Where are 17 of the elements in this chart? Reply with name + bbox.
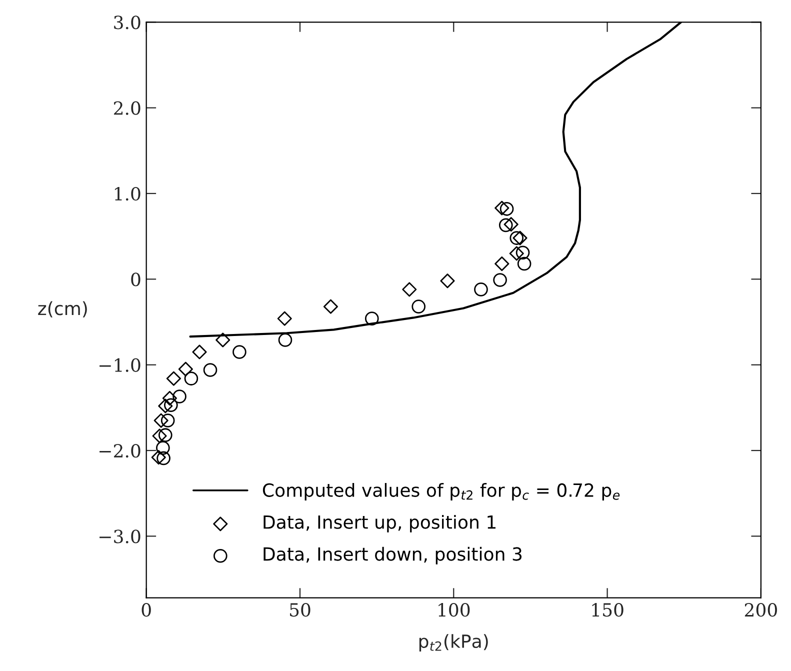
y-tick-label: 3.0: [114, 16, 140, 30]
x-tick-label: 150: [592, 603, 624, 617]
x-tick-label: 50: [290, 603, 310, 617]
y-axis-title: z(cm): [38, 301, 87, 318]
legend-label: Data, Insert up, position 1: [264, 514, 496, 532]
y-tick-label: 2.0: [114, 101, 140, 115]
x-tick-label: 200: [744, 603, 777, 617]
y-tick-label: 0: [131, 272, 140, 286]
x-tick-label: 100: [438, 603, 470, 617]
y-tick-label: −2.0: [100, 444, 140, 458]
y-tick-label: 1.0: [114, 186, 140, 201]
x-tick-label: 0: [142, 603, 151, 617]
x-axis-title: p$_{t2}$(kPa): [419, 634, 488, 652]
legend-label: Computed values of p$_{t2}$ for p$_{c}$ = 0.72 p$_{e}$: [262, 482, 620, 500]
y-tick-label: −3.0: [100, 530, 140, 544]
y-tick-label: −1.0: [100, 358, 140, 372]
legend-label: Data, Insert down, position 3: [264, 546, 522, 564]
